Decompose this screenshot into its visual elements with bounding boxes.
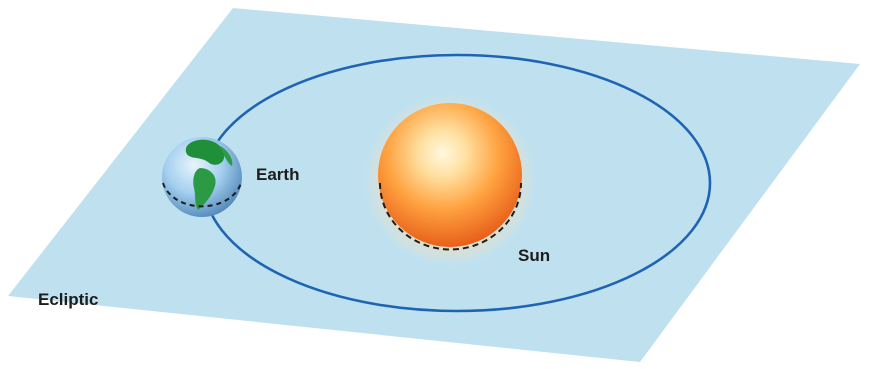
sun-label: Sun	[518, 246, 550, 265]
ecliptic-label: Ecliptic	[38, 290, 98, 309]
earth-globe-icon	[162, 137, 242, 217]
sun-sphere-icon	[364, 94, 536, 266]
earth-label: Earth	[256, 165, 299, 184]
